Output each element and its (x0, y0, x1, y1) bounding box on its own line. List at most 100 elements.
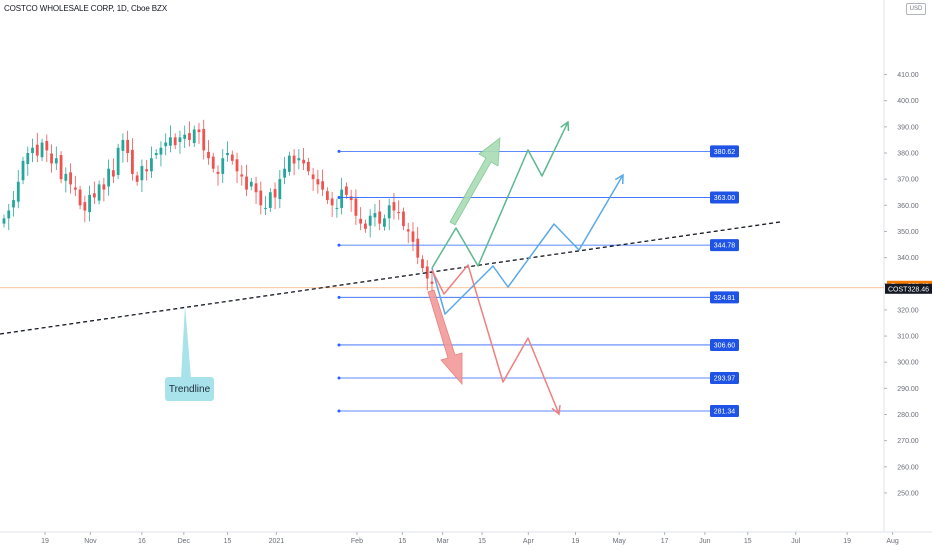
price-axis-label: 280.00 (897, 412, 919, 419)
last-price-tag-value: 328.46 (908, 286, 930, 293)
time-axis-label: Aug (886, 538, 899, 545)
candle-body (340, 189, 344, 208)
price-axis-label: 260.00 (897, 464, 919, 471)
candle-body (164, 142, 168, 147)
candle-body (154, 153, 158, 156)
projection-path-green (431, 121, 569, 269)
candle-body (73, 187, 77, 190)
candle-body (302, 159, 305, 164)
candle-body (178, 137, 182, 143)
candle-body (221, 158, 225, 174)
candle-body (402, 211, 405, 227)
candle-body (135, 175, 139, 182)
candle-body (35, 144, 39, 156)
level-label: 363.00 (714, 195, 736, 202)
candle-body (416, 238, 420, 258)
candle-body (335, 207, 339, 209)
candle-body (235, 159, 239, 172)
candle-body (121, 139, 125, 151)
candle-body (211, 156, 215, 169)
candle-body (207, 151, 210, 159)
price-axis-label: 390.00 (897, 124, 919, 131)
last-price-tag-ticker: COST (888, 286, 908, 293)
candle-body (230, 154, 234, 161)
candle-body (397, 212, 401, 214)
level-anchor (337, 243, 341, 247)
callout-pointer (181, 305, 191, 378)
candle-body (421, 259, 424, 269)
time-axis-label: Mar (437, 538, 450, 545)
candle-body (45, 140, 49, 151)
candle-body (311, 174, 315, 180)
candle-body (264, 207, 267, 209)
symbol-header: COSTCO WHOLESALE CORP, 1D, Cboe BZX (4, 4, 168, 13)
level-anchor (337, 195, 341, 199)
candle-body (306, 161, 310, 172)
price-axis-label: 370.00 (897, 177, 919, 184)
candle-body (97, 184, 101, 201)
level-label: 324.81 (714, 295, 736, 302)
candle-body (126, 139, 130, 153)
candle-body (387, 205, 391, 219)
candle-body (169, 137, 172, 146)
candle-body (297, 158, 301, 161)
price-axis-label: 340.00 (897, 255, 919, 262)
candle-body (69, 172, 72, 185)
candle-body (145, 169, 149, 172)
candle-body (249, 181, 253, 187)
projection-arrowhead-blue (614, 173, 624, 185)
time-axis-label: Jul (791, 538, 800, 545)
price-axis-label: 360.00 (897, 203, 919, 210)
projection-arrowhead-red (551, 404, 561, 416)
candle-body (31, 147, 34, 153)
level-anchor (337, 149, 341, 153)
candle-body (430, 281, 434, 284)
price-axis-label: 290.00 (897, 386, 919, 393)
candle-body (202, 128, 206, 151)
candle-body (131, 149, 134, 174)
candle-body (197, 129, 201, 133)
time-axis-label: 19 (572, 538, 580, 545)
candle-body (345, 186, 348, 195)
level-label: 281.34 (714, 408, 736, 415)
candle-body (330, 198, 334, 206)
time-axis-label: 15 (398, 538, 406, 545)
candle-body (316, 179, 320, 185)
candle-body (240, 174, 244, 177)
candle-body (373, 213, 377, 218)
candle-body (254, 183, 258, 193)
candle-body (173, 137, 177, 146)
candle-body (383, 218, 386, 227)
candle-body (287, 155, 291, 172)
level-label: 306.60 (714, 342, 736, 349)
block-arrow-up (449, 137, 501, 226)
time-axis-label: 19 (41, 538, 49, 545)
candle-body (354, 198, 358, 216)
candle-body (406, 229, 410, 232)
candle-body (349, 196, 353, 201)
price-axis-label: 300.00 (897, 360, 919, 367)
candle-body (159, 147, 163, 155)
price-axis-label: 350.00 (897, 229, 919, 236)
price-axis-label: 380.00 (897, 151, 919, 158)
candle-body (150, 158, 153, 172)
candle-body (411, 231, 415, 242)
candle-body (392, 202, 396, 211)
time-axis-label: 2021 (269, 538, 285, 545)
candle-body (54, 158, 58, 164)
last-price-tag-bg (885, 283, 932, 294)
candle-body (188, 133, 191, 140)
candle-body (50, 153, 53, 164)
price-axis-label: 310.00 (897, 334, 919, 341)
time-axis-label: 17 (661, 538, 669, 545)
level-anchor (337, 295, 341, 299)
candle-body (226, 153, 229, 156)
time-axis-label: Jun (699, 538, 710, 545)
currency-badge[interactable]: USD (906, 3, 926, 15)
candle-body (59, 155, 63, 180)
time-axis-label: 15 (744, 538, 752, 545)
time-axis-label: Nov (84, 538, 97, 545)
candle-body (7, 210, 11, 219)
level-anchor (337, 343, 341, 347)
